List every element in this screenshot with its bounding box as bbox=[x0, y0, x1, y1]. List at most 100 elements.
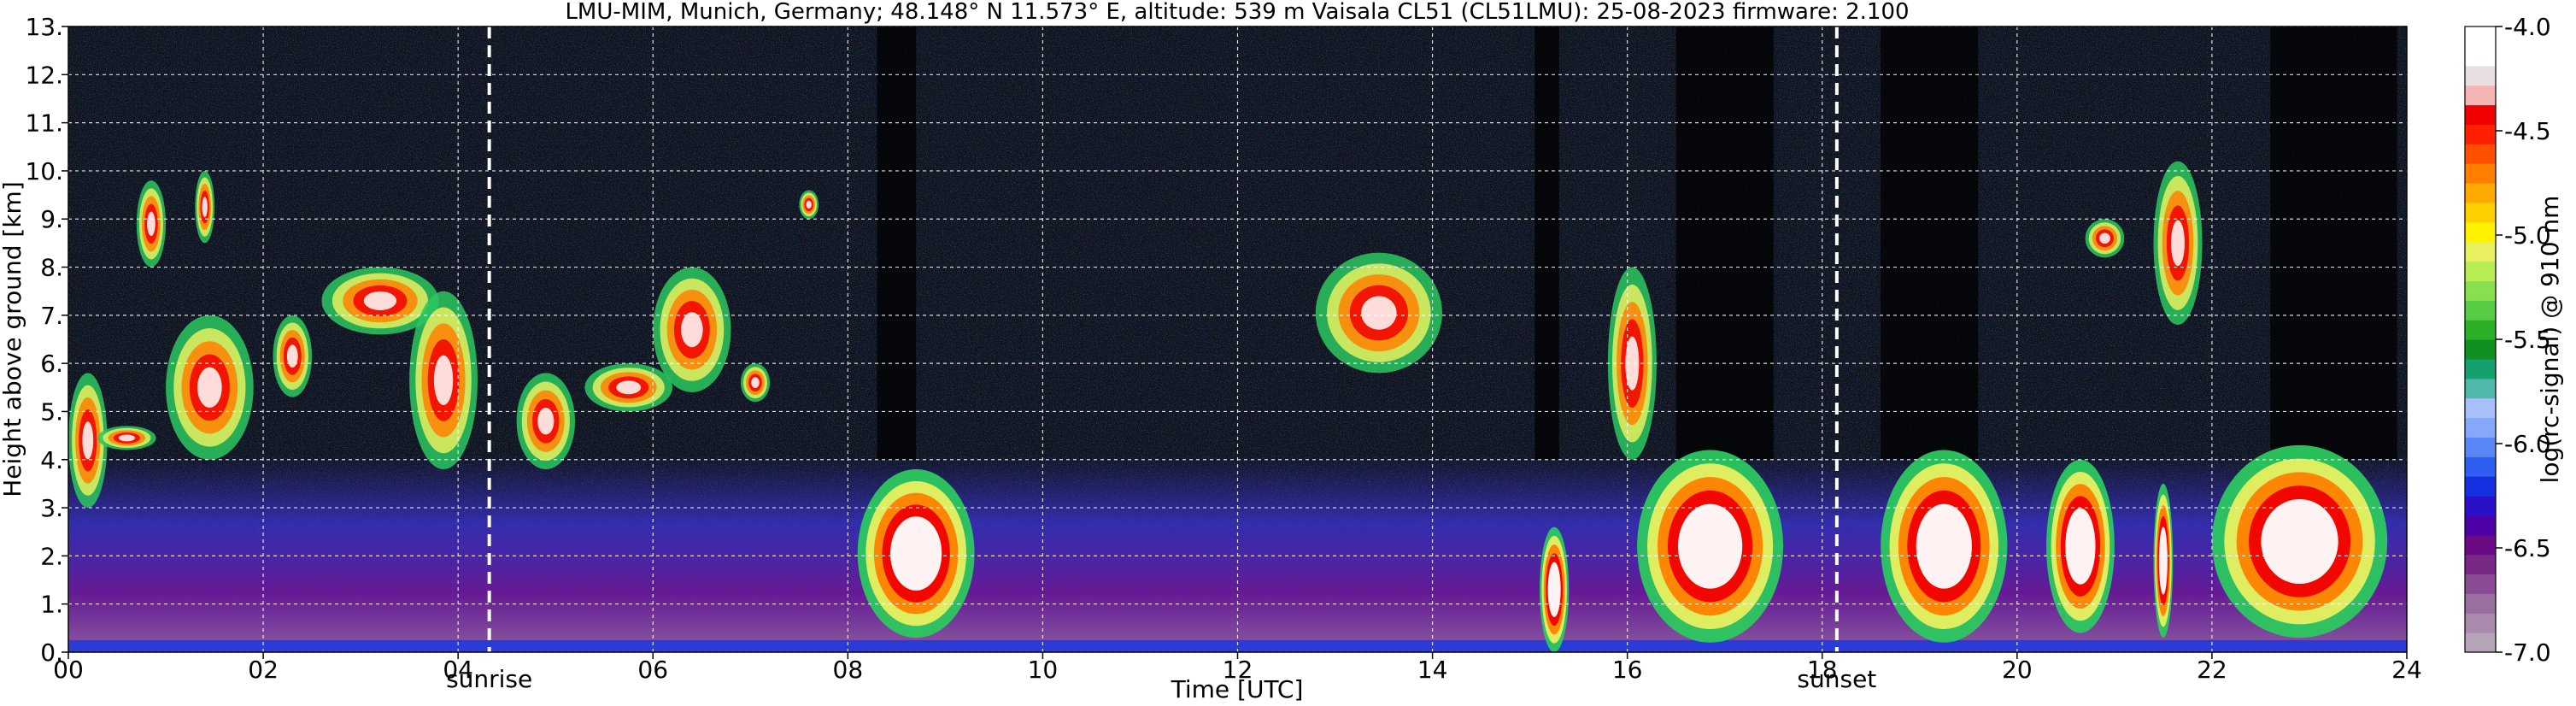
y-tick-label: 13. bbox=[25, 13, 63, 41]
low-cloud-band bbox=[1547, 562, 1561, 618]
cloud-band bbox=[82, 421, 94, 460]
colorbar-segment bbox=[2465, 144, 2496, 164]
colorbar-tick-label: -4.5 bbox=[2504, 117, 2551, 145]
colorbar-segment bbox=[2465, 613, 2496, 633]
low-cloud-band bbox=[2065, 508, 2096, 585]
colorbar-segment bbox=[2465, 124, 2496, 144]
attenuated-column bbox=[2270, 26, 2397, 460]
y-tick-label: 8. bbox=[40, 254, 63, 282]
attenuated-column bbox=[1675, 26, 1774, 460]
colorbar-label: log(rc-signal) @ 910 nm bbox=[2536, 196, 2564, 484]
attenuated-columns bbox=[877, 26, 2397, 460]
colorbar-segment bbox=[2465, 534, 2496, 556]
y-axis-ticks: 0. 1. 2. 3. 4. 5. 6. 7. 8. 9. 10. 11. 12. 13. bbox=[25, 13, 68, 667]
y-tick-label: 1. bbox=[40, 591, 63, 619]
x-axis-label: Time [UTC] bbox=[1171, 675, 1304, 703]
colorbar-tick-label: -5.5 bbox=[2504, 326, 2551, 354]
y-tick-label: 4. bbox=[40, 446, 63, 474]
colorbar-segment bbox=[2465, 183, 2496, 203]
low-cloud-band bbox=[890, 516, 942, 591]
colorbar-segment bbox=[2465, 496, 2496, 516]
colorbar-segment bbox=[2465, 221, 2496, 243]
x-tick-label: 00 bbox=[53, 656, 84, 684]
x-tick-label: 08 bbox=[833, 656, 864, 684]
colorbar-segment bbox=[2465, 261, 2496, 281]
x-tick-label: 20 bbox=[2002, 656, 2033, 684]
cloud-band bbox=[806, 200, 812, 209]
x-tick-label: 18 bbox=[1807, 656, 1838, 684]
plot-area bbox=[68, 26, 2407, 652]
colorbar-segment bbox=[2465, 417, 2496, 438]
x-tick-label: 22 bbox=[2197, 656, 2227, 684]
cloud-band bbox=[2099, 232, 2110, 244]
y-tick-label: 2. bbox=[40, 542, 63, 570]
colorbar bbox=[2464, 26, 2497, 653]
x-tick-label: 24 bbox=[2391, 656, 2422, 684]
colorbar-tick-label: -7.0 bbox=[2504, 638, 2551, 667]
cloud-band bbox=[363, 291, 397, 310]
attenuated-column bbox=[1534, 26, 1559, 460]
y-tick-label: 7. bbox=[40, 302, 63, 330]
y-tick-label: 10. bbox=[25, 157, 63, 185]
colorbar-segment bbox=[2465, 437, 2496, 457]
cloud-band bbox=[1625, 336, 1640, 391]
colorbar-segment bbox=[2465, 45, 2496, 67]
colorbar-segment bbox=[2465, 339, 2496, 360]
x-tick-label: 12 bbox=[1223, 656, 1253, 684]
low-cloud-band bbox=[1677, 503, 1743, 589]
colorbar-segment bbox=[2465, 300, 2496, 321]
low-cloud-band bbox=[1916, 503, 1972, 589]
colorbar-segment bbox=[2465, 241, 2496, 262]
colorbar-segment bbox=[2465, 358, 2496, 379]
y-tick-label: 3. bbox=[40, 494, 63, 522]
cloud-band bbox=[118, 434, 136, 442]
grid-lines bbox=[68, 26, 2407, 652]
cloud-band bbox=[616, 380, 642, 395]
y-tick-label: 11. bbox=[25, 109, 63, 138]
cloud-band bbox=[202, 197, 208, 217]
sunrise-label: sunrise bbox=[446, 665, 532, 693]
low-cloud-band bbox=[2158, 527, 2168, 595]
x-tick-label: 14 bbox=[1417, 656, 1448, 684]
colorbar-segment bbox=[2465, 515, 2496, 536]
x-tick-label: 02 bbox=[248, 656, 279, 684]
colorbar-segment bbox=[2465, 476, 2496, 497]
colorbar-tick-label: -5.0 bbox=[2504, 221, 2551, 250]
y-tick-label: 0. bbox=[40, 638, 63, 667]
x-tick-label: 16 bbox=[1612, 656, 1643, 684]
colorbar-segment bbox=[2465, 202, 2496, 223]
colorbar-segment bbox=[2465, 456, 2496, 477]
colorbar-segment bbox=[2465, 85, 2496, 106]
colorbar-tick-label: -6.0 bbox=[2504, 430, 2551, 458]
sunset-label: sunset bbox=[1797, 665, 1876, 693]
colorbar-tick-label: -6.5 bbox=[2504, 534, 2551, 562]
cloud-band bbox=[197, 367, 222, 408]
x-tick-label: 06 bbox=[637, 656, 668, 684]
colorbar-segment bbox=[2465, 554, 2496, 575]
colorbar-tick-label: -4.0 bbox=[2504, 13, 2551, 41]
y-tick-label: 6. bbox=[40, 350, 63, 378]
x-tick-label: 04 bbox=[443, 656, 473, 684]
colorbar-segment bbox=[2465, 280, 2496, 301]
cloud-band bbox=[286, 344, 298, 368]
colorbar-segment bbox=[2465, 104, 2496, 125]
cloud-band bbox=[147, 211, 155, 237]
colorbar-segment bbox=[2465, 632, 2496, 653]
cloud-band bbox=[2171, 220, 2185, 267]
low-cloud-band bbox=[2261, 498, 2338, 585]
colorbar-segment bbox=[2465, 26, 2496, 47]
colorbar-segment bbox=[2465, 593, 2496, 614]
cloud-band bbox=[1361, 296, 1397, 330]
sun-event-labels: sunrise sunset bbox=[446, 665, 1876, 693]
cloud-band bbox=[537, 407, 555, 435]
y-tick-label: 12. bbox=[25, 61, 63, 89]
colorbar-segment bbox=[2465, 320, 2496, 340]
x-axis-ticks: 00 02 04 06 08 10 12 14 16 18 20 22 24 bbox=[53, 652, 2422, 684]
y-tick-label: 5. bbox=[40, 397, 63, 426]
attenuated-column bbox=[877, 26, 917, 460]
colorbar-segment bbox=[2465, 378, 2496, 399]
colorbar-segment bbox=[2465, 574, 2496, 594]
cloud-band bbox=[751, 377, 760, 388]
chart-title: LMU-MIM, Munich, Germany; 48.148° N 11.5… bbox=[565, 0, 1909, 25]
